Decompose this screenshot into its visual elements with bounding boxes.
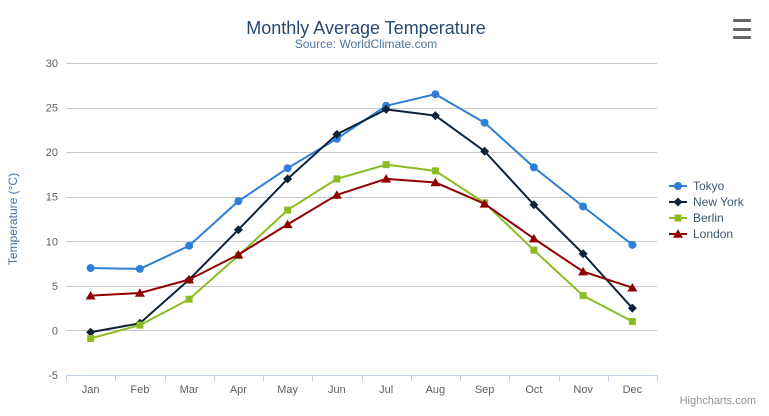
data-point-tokyo-nov[interactable] [579,202,588,211]
legend-marker-circle [674,182,682,190]
y-axis-label: -5 [48,370,58,382]
data-point-new-york-aug[interactable] [430,111,440,121]
y-axis-label: 20 [46,147,58,159]
data-point-london-sep[interactable] [479,199,490,208]
chart-subtitle: Source: WorldClimate.com [295,37,438,51]
legend-label: Berlin [693,211,724,225]
x-axis-label: Dec [623,384,643,396]
data-point-tokyo-dec[interactable] [628,240,637,249]
data-point-london-apr[interactable] [233,249,244,259]
hamburger-icon [733,27,751,31]
data-point-berlin-jun[interactable] [333,175,341,183]
data-point-tokyo-apr[interactable] [234,197,243,206]
y-axis-title: Temperature (°C) [6,173,20,265]
y-axis-label: 10 [46,236,58,248]
credits-link[interactable]: Highcharts.com [680,395,756,407]
data-point-london-oct[interactable] [528,233,539,243]
data-point-berlin-mar[interactable] [185,295,193,303]
x-axis-label: Feb [130,384,149,396]
data-point-london-may[interactable] [282,219,293,229]
series-line-london [89,177,634,297]
legend-square-icon [669,214,687,222]
legend-item-berlin[interactable]: Berlin [668,210,744,226]
legend-label: Tokyo [693,179,725,193]
x-axis-label: Jun [328,384,346,396]
data-point-new-york-apr[interactable] [233,225,243,235]
data-point-berlin-aug[interactable] [431,167,439,175]
data-point-tokyo-feb[interactable] [135,264,144,273]
series-line-berlin [89,163,634,340]
data-point-tokyo-sep[interactable] [480,118,489,127]
data-point-london-feb[interactable] [134,288,145,297]
legend-marker-square [674,214,682,222]
x-axis-label: Apr [230,384,247,396]
data-point-berlin-jul[interactable] [382,161,390,169]
x-axis-label: Nov [573,384,593,396]
data-point-london-jun[interactable] [331,190,342,199]
export-menu-button[interactable] [733,19,751,39]
data-point-tokyo-jan[interactable] [86,264,95,273]
data-point-london-dec[interactable] [627,282,638,292]
data-point-tokyo-mar[interactable] [185,241,194,250]
data-point-berlin-nov[interactable] [579,292,587,300]
data-point-berlin-jan[interactable] [87,334,95,342]
y-axis-label: 30 [46,58,58,70]
x-axis-label: Oct [525,384,542,396]
legend-circle-icon [669,182,687,190]
y-axis-label: 25 [46,103,58,115]
data-point-new-york-sep[interactable] [480,146,490,156]
series-line-tokyo [89,93,634,270]
legend-diamond-icon [669,197,687,207]
data-point-london-aug[interactable] [430,177,441,187]
data-point-berlin-may[interactable] [284,206,292,214]
data-point-new-york-oct[interactable] [529,200,539,210]
data-point-berlin-oct[interactable] [530,246,538,254]
data-point-berlin-feb[interactable] [136,321,144,329]
y-axis-label: 15 [46,192,58,204]
plot-area: -5 0 5 10 15 20 25 30 Jan Feb Mar Apr May Jun Jul Aug Se… [46,58,658,396]
data-point-london-jan[interactable] [85,290,96,300]
data-point-new-york-nov[interactable] [578,249,588,259]
x-axis-label: Sep [475,384,495,396]
data-point-london-jul[interactable] [381,174,392,183]
data-point-new-york-jul[interactable] [381,104,391,114]
x-axis-label: Aug [426,384,446,396]
data-point-tokyo-aug[interactable] [431,90,440,99]
x-axis-label: Jan [82,384,100,396]
legend-marker-triangle [673,229,683,238]
series-line-new-york [89,108,634,334]
legend-item-london[interactable]: London [668,226,744,242]
legend-label: New York [693,195,744,209]
data-point-new-york-dec[interactable] [627,303,637,313]
legend-marker-diamond [673,197,683,207]
legend: Tokyo New York Berlin London [668,178,744,242]
hamburger-icon [733,36,751,39]
hamburger-icon [733,19,751,22]
x-axis-label: Mar [180,384,199,396]
x-axis-label: Jul [379,384,393,396]
data-point-new-york-may[interactable] [283,174,293,184]
data-point-tokyo-oct[interactable] [529,163,538,172]
legend-triangle-icon [669,229,687,238]
y-axis-label: 0 [52,325,58,337]
legend-item-tokyo[interactable]: Tokyo [668,178,744,194]
data-point-new-york-jan[interactable] [86,327,96,337]
data-point-new-york-jun[interactable] [332,129,342,139]
data-point-berlin-dec[interactable] [628,318,636,326]
data-point-london-mar[interactable] [184,274,195,284]
data-point-tokyo-may[interactable] [283,164,292,173]
y-axis-label: 5 [52,281,58,293]
x-axis-label: May [277,384,298,396]
legend-label: London [693,227,734,241]
chart-title: Monthly Average Temperature [246,18,485,38]
data-point-london-nov[interactable] [578,266,589,276]
legend-item-new-york[interactable]: New York [668,194,744,210]
